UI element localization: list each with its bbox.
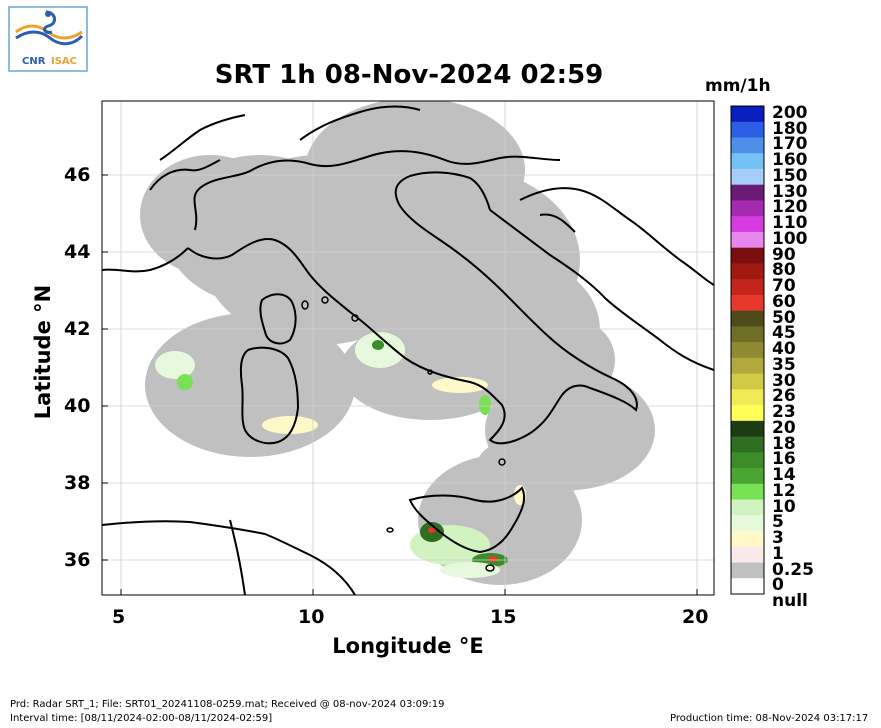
islands xyxy=(301,296,506,572)
coastlines xyxy=(102,105,714,595)
colorbar-swatch xyxy=(731,231,764,249)
colorbar-label: 130 xyxy=(772,181,808,202)
colorbar-swatch xyxy=(731,342,764,359)
footer-product-info: Prd: Radar SRT_1; File: SRT01_20241108-0… xyxy=(10,699,445,710)
colorbar-swatch xyxy=(731,279,764,296)
colorbar-label: 3 xyxy=(772,528,784,549)
colorbar-label: 60 xyxy=(772,291,796,312)
colorbar-label: 120 xyxy=(772,197,808,218)
x-tick-label: 10 xyxy=(298,606,325,628)
colorbar-swatch xyxy=(731,357,764,375)
colorbar-swatch xyxy=(731,121,764,138)
colorbar-label: 35 xyxy=(772,354,796,375)
footer-production-time: Production time: 08-Nov-2024 03:17:17 xyxy=(670,713,869,724)
colorbar-label: 45 xyxy=(772,323,796,344)
colorbar-swatch xyxy=(731,436,764,453)
colorbar-label: 18 xyxy=(772,433,796,454)
map-plot-area xyxy=(102,101,714,595)
colorbar-swatch xyxy=(731,405,764,422)
colorbar-label: 12 xyxy=(772,480,796,501)
colorbar-swatch xyxy=(731,184,764,201)
colorbar-swatch xyxy=(731,106,764,123)
colorbar-label: 26 xyxy=(772,386,796,407)
colorbar-frame xyxy=(730,105,765,595)
x-tick-label: 20 xyxy=(682,606,709,628)
colorbar-label: 1 xyxy=(772,543,784,564)
colorbar-label: 0 xyxy=(772,575,784,596)
colorbar-swatch xyxy=(731,168,764,186)
colorbar-label: 23 xyxy=(772,402,796,423)
colorbar-label: 170 xyxy=(772,134,808,155)
logo-text-cnr: CNR xyxy=(22,56,46,67)
colorbar-swatch xyxy=(731,562,764,579)
colorbar-swatch xyxy=(731,452,764,469)
colorbar-label: 160 xyxy=(772,150,808,171)
colorbar-swatch xyxy=(731,294,764,312)
colorbar-label: 90 xyxy=(772,244,796,265)
colorbar-swatch xyxy=(731,468,764,485)
y-tick-label: 42 xyxy=(64,318,91,340)
colorbar-label: 80 xyxy=(772,260,796,281)
y-tick-label: 40 xyxy=(64,395,91,417)
map-title: SRT 1h 08-Nov-2024 02:59 xyxy=(214,60,604,90)
plot-frame xyxy=(101,100,715,596)
y-tick-label: 44 xyxy=(64,241,91,263)
colorbar-label: null xyxy=(772,591,808,611)
logo-text-isac: ISAC xyxy=(51,56,77,67)
x-tick-label: 5 xyxy=(112,606,126,628)
colorbar-swatch xyxy=(731,310,764,327)
colorbar-swatch xyxy=(731,263,764,280)
colorbar-label: 110 xyxy=(772,213,808,234)
colorbar-swatch xyxy=(731,326,764,343)
colorbar-label: 14 xyxy=(772,465,796,486)
colorbar-label: 30 xyxy=(772,370,796,391)
y-tick-label: 46 xyxy=(64,164,91,186)
colorbar-label: 5 xyxy=(772,512,784,533)
colorbar xyxy=(730,105,765,595)
colorbar-swatch xyxy=(731,483,764,500)
cnr-isac-logo: CNR ISAC xyxy=(8,6,88,72)
colorbar-swatch xyxy=(731,546,764,563)
x-axis-label: Longitude °E xyxy=(332,634,484,658)
colorbar-label: 100 xyxy=(772,228,808,249)
colorbar-swatch xyxy=(731,137,764,154)
x-tick-label: 15 xyxy=(490,606,517,628)
colorbar-swatch xyxy=(731,515,764,532)
colorbar-swatch xyxy=(731,389,764,406)
colorbar-label: 10 xyxy=(772,496,796,517)
colorbar-swatch xyxy=(731,200,764,217)
colorbar-swatch xyxy=(731,578,764,595)
colorbar-swatch xyxy=(731,499,764,516)
y-axis-label: Latitude °N xyxy=(31,284,55,420)
colorbar-label: 150 xyxy=(772,165,808,186)
colorbar-label: 40 xyxy=(772,339,796,360)
colorbar-swatch xyxy=(731,247,764,264)
colorbar-label: 16 xyxy=(772,449,796,470)
colorbar-swatch xyxy=(731,373,764,390)
colorbar-label: 50 xyxy=(772,307,796,328)
axis-ticks xyxy=(102,174,698,595)
colorbar-label: 20 xyxy=(772,417,796,438)
colorbar-label: 200 xyxy=(772,103,808,123)
map-grid xyxy=(102,101,714,595)
colorbar-units: mm/1h xyxy=(705,76,771,96)
y-tick-label: 36 xyxy=(64,549,91,571)
colorbar-swatch xyxy=(731,153,764,170)
colorbar-swatch xyxy=(731,216,764,233)
radar-coverage-area xyxy=(140,101,655,585)
colorbar-label: 180 xyxy=(772,118,808,139)
y-tick-label: 38 xyxy=(64,472,91,494)
colorbar-swatch xyxy=(731,531,764,548)
colorbar-label: 0.25 xyxy=(772,559,814,580)
colorbar-label: 70 xyxy=(772,276,796,297)
footer-interval-time: Interval time: [08/11/2024-02:00-08/11/2… xyxy=(10,713,273,724)
colorbar-swatch xyxy=(731,420,764,437)
